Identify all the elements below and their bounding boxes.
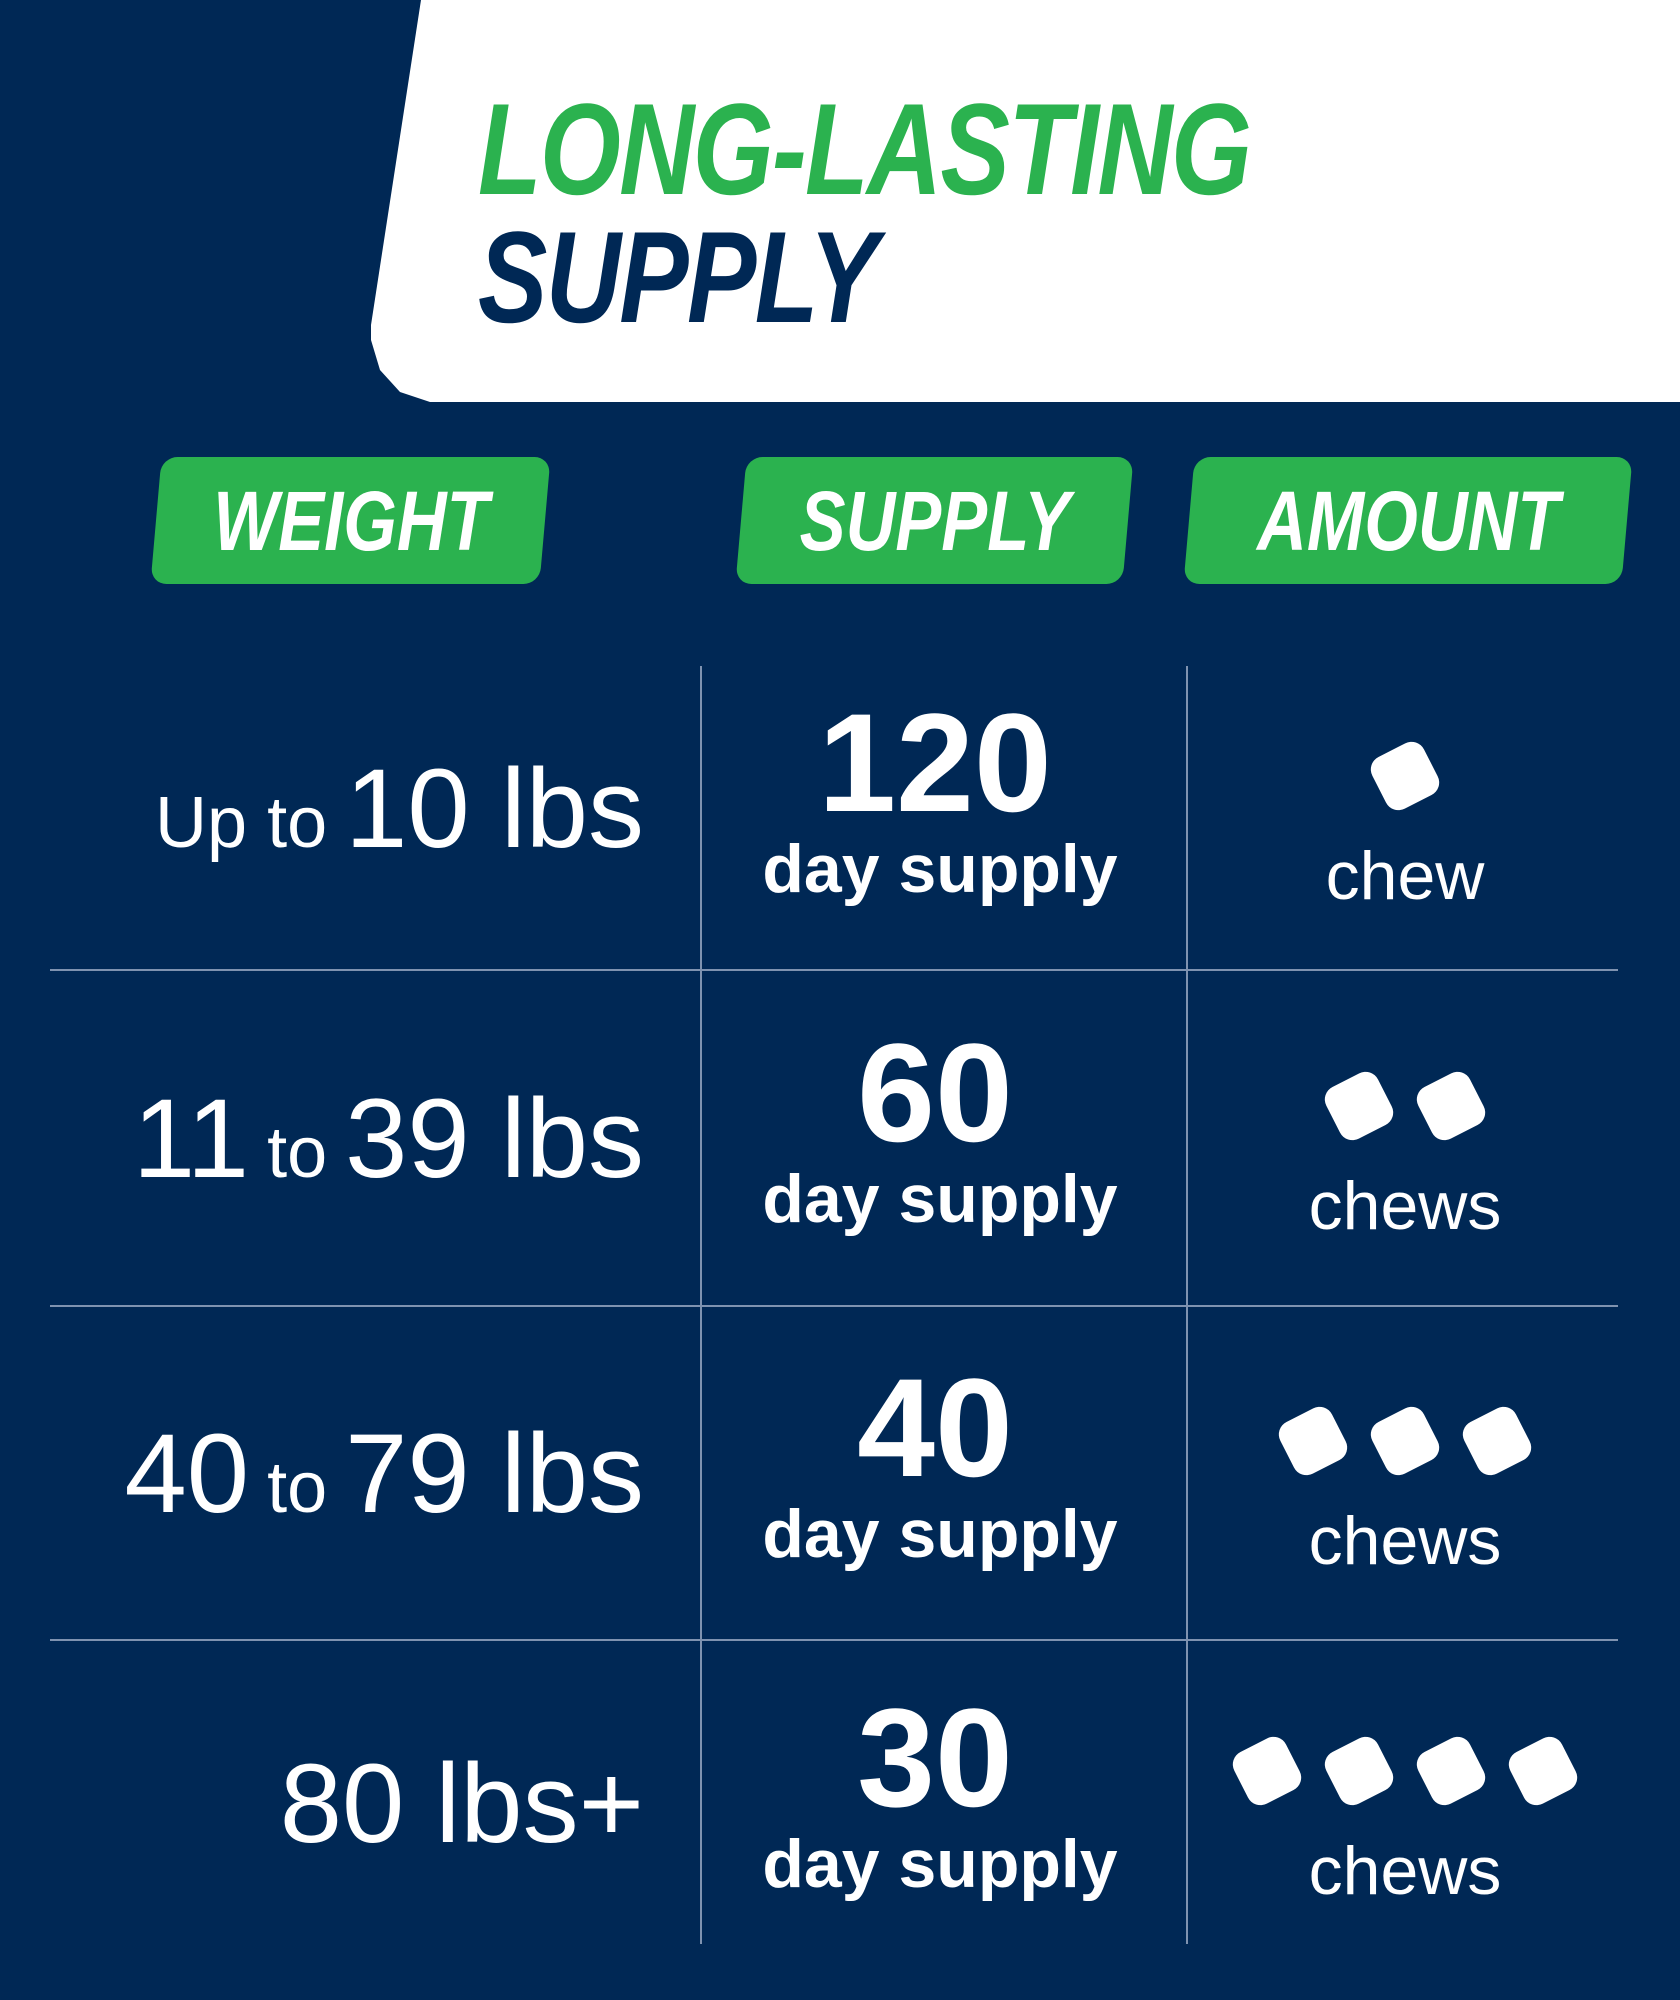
chew-icon (1365, 1401, 1445, 1481)
supply-label: day supply (762, 1826, 1118, 1902)
weight-text: 10 lbs (345, 746, 644, 871)
header-weight: WEIGHT (150, 457, 551, 584)
chew-icons (1200, 1401, 1610, 1481)
weight-range: 40 to 79 lbs (125, 1416, 645, 1531)
chew-icon (1503, 1731, 1583, 1811)
table-row: 80 lbs+ 30 day supply chews (0, 1661, 1680, 1961)
chew-icon (1411, 1066, 1491, 1146)
row-divider (50, 1639, 1618, 1641)
chew-icon (1227, 1731, 1307, 1811)
title-line-1: LONG-LASTING (478, 76, 1252, 222)
supply-label: day supply (762, 1161, 1118, 1237)
chew-label: chews (1308, 1503, 1502, 1579)
table-row: 11 to 39 lbs 60 day supply chews (0, 996, 1680, 1296)
chew-label: chew (1325, 838, 1485, 914)
header-amount: AMOUNT (1183, 457, 1633, 584)
weight-range: 80 lbs+ (280, 1746, 644, 1861)
weight-text: 79 lbs (345, 1411, 644, 1536)
header-supply: SUPPLY (735, 457, 1134, 584)
row-divider (50, 969, 1618, 971)
chew-icons (1200, 1066, 1610, 1146)
weight-range: Up to 10 lbs (155, 751, 644, 866)
chew-icon (1411, 1731, 1491, 1811)
weight-text: Up to (155, 783, 328, 863)
header-weight-label: WEIGHT (212, 473, 489, 568)
chew-icons (1200, 1731, 1610, 1811)
chew-icons (1200, 736, 1610, 816)
supply-days: 30 (857, 1679, 1013, 1836)
header-supply-label: SUPPLY (799, 473, 1070, 568)
header-amount-label: AMOUNT (1256, 473, 1560, 568)
title-line-2: SUPPLY (478, 204, 878, 350)
supply-days: 60 (857, 1014, 1013, 1171)
supply-label: day supply (762, 1496, 1118, 1572)
weight-text: 40 (124, 1411, 250, 1536)
chew-label: chews (1308, 1833, 1502, 1909)
weight-text: to (267, 1113, 328, 1193)
chew-icon (1319, 1731, 1399, 1811)
weight-text: 39 lbs (345, 1076, 644, 1201)
table-row: Up to 10 lbs 120 day supply chew (0, 666, 1680, 966)
table-row: 40 to 79 lbs 40 day supply chews (0, 1331, 1680, 1631)
supply-label: day supply (762, 831, 1118, 907)
row-divider (50, 1305, 1618, 1307)
chew-icon (1273, 1401, 1353, 1481)
supply-days: 120 (818, 684, 1052, 841)
weight-range: 11 to 39 lbs (133, 1081, 644, 1196)
chew-icon (1365, 736, 1445, 816)
chew-icon (1319, 1066, 1399, 1146)
chew-label: chews (1308, 1168, 1502, 1244)
weight-text: to (267, 1448, 328, 1528)
weight-text: 80 lbs+ (279, 1741, 644, 1866)
chew-icon (1457, 1401, 1537, 1481)
title-panel (371, 0, 1680, 402)
supply-days: 40 (857, 1349, 1013, 1506)
weight-text: 11 (132, 1076, 250, 1201)
